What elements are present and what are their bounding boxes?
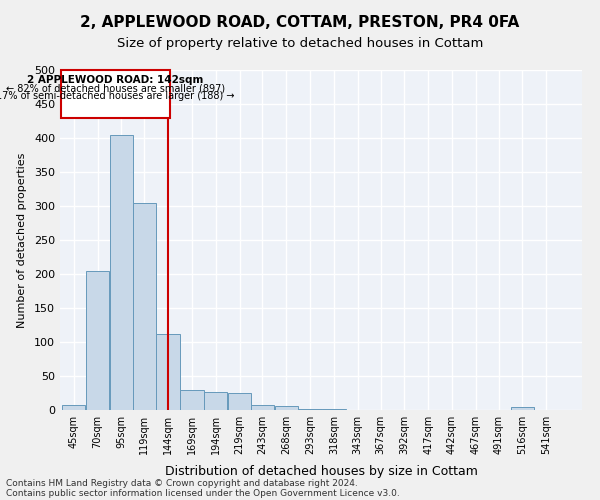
Text: Contains public sector information licensed under the Open Government Licence v3: Contains public sector information licen… bbox=[6, 488, 400, 498]
Bar bbox=[228, 393, 251, 410]
Bar bbox=[298, 408, 322, 410]
Bar bbox=[251, 404, 274, 410]
Bar bbox=[180, 390, 203, 410]
X-axis label: Distribution of detached houses by size in Cottam: Distribution of detached houses by size … bbox=[164, 465, 478, 478]
Bar bbox=[86, 270, 109, 410]
Bar bbox=[204, 392, 227, 410]
FancyBboxPatch shape bbox=[61, 70, 170, 117]
Bar bbox=[511, 408, 534, 410]
Bar bbox=[133, 202, 156, 410]
Text: 2 APPLEWOOD ROAD: 142sqm: 2 APPLEWOOD ROAD: 142sqm bbox=[27, 76, 203, 86]
Text: ← 82% of detached houses are smaller (897): ← 82% of detached houses are smaller (89… bbox=[6, 84, 225, 94]
Text: 2, APPLEWOOD ROAD, COTTAM, PRESTON, PR4 0FA: 2, APPLEWOOD ROAD, COTTAM, PRESTON, PR4 … bbox=[80, 15, 520, 30]
Text: 17% of semi-detached houses are larger (188) →: 17% of semi-detached houses are larger (… bbox=[0, 91, 235, 101]
Bar bbox=[275, 406, 298, 410]
Bar bbox=[62, 404, 85, 410]
Text: Contains HM Land Registry data © Crown copyright and database right 2024.: Contains HM Land Registry data © Crown c… bbox=[6, 478, 358, 488]
Bar bbox=[110, 134, 133, 410]
Y-axis label: Number of detached properties: Number of detached properties bbox=[17, 152, 27, 328]
Bar bbox=[157, 334, 180, 410]
Text: Size of property relative to detached houses in Cottam: Size of property relative to detached ho… bbox=[117, 38, 483, 51]
